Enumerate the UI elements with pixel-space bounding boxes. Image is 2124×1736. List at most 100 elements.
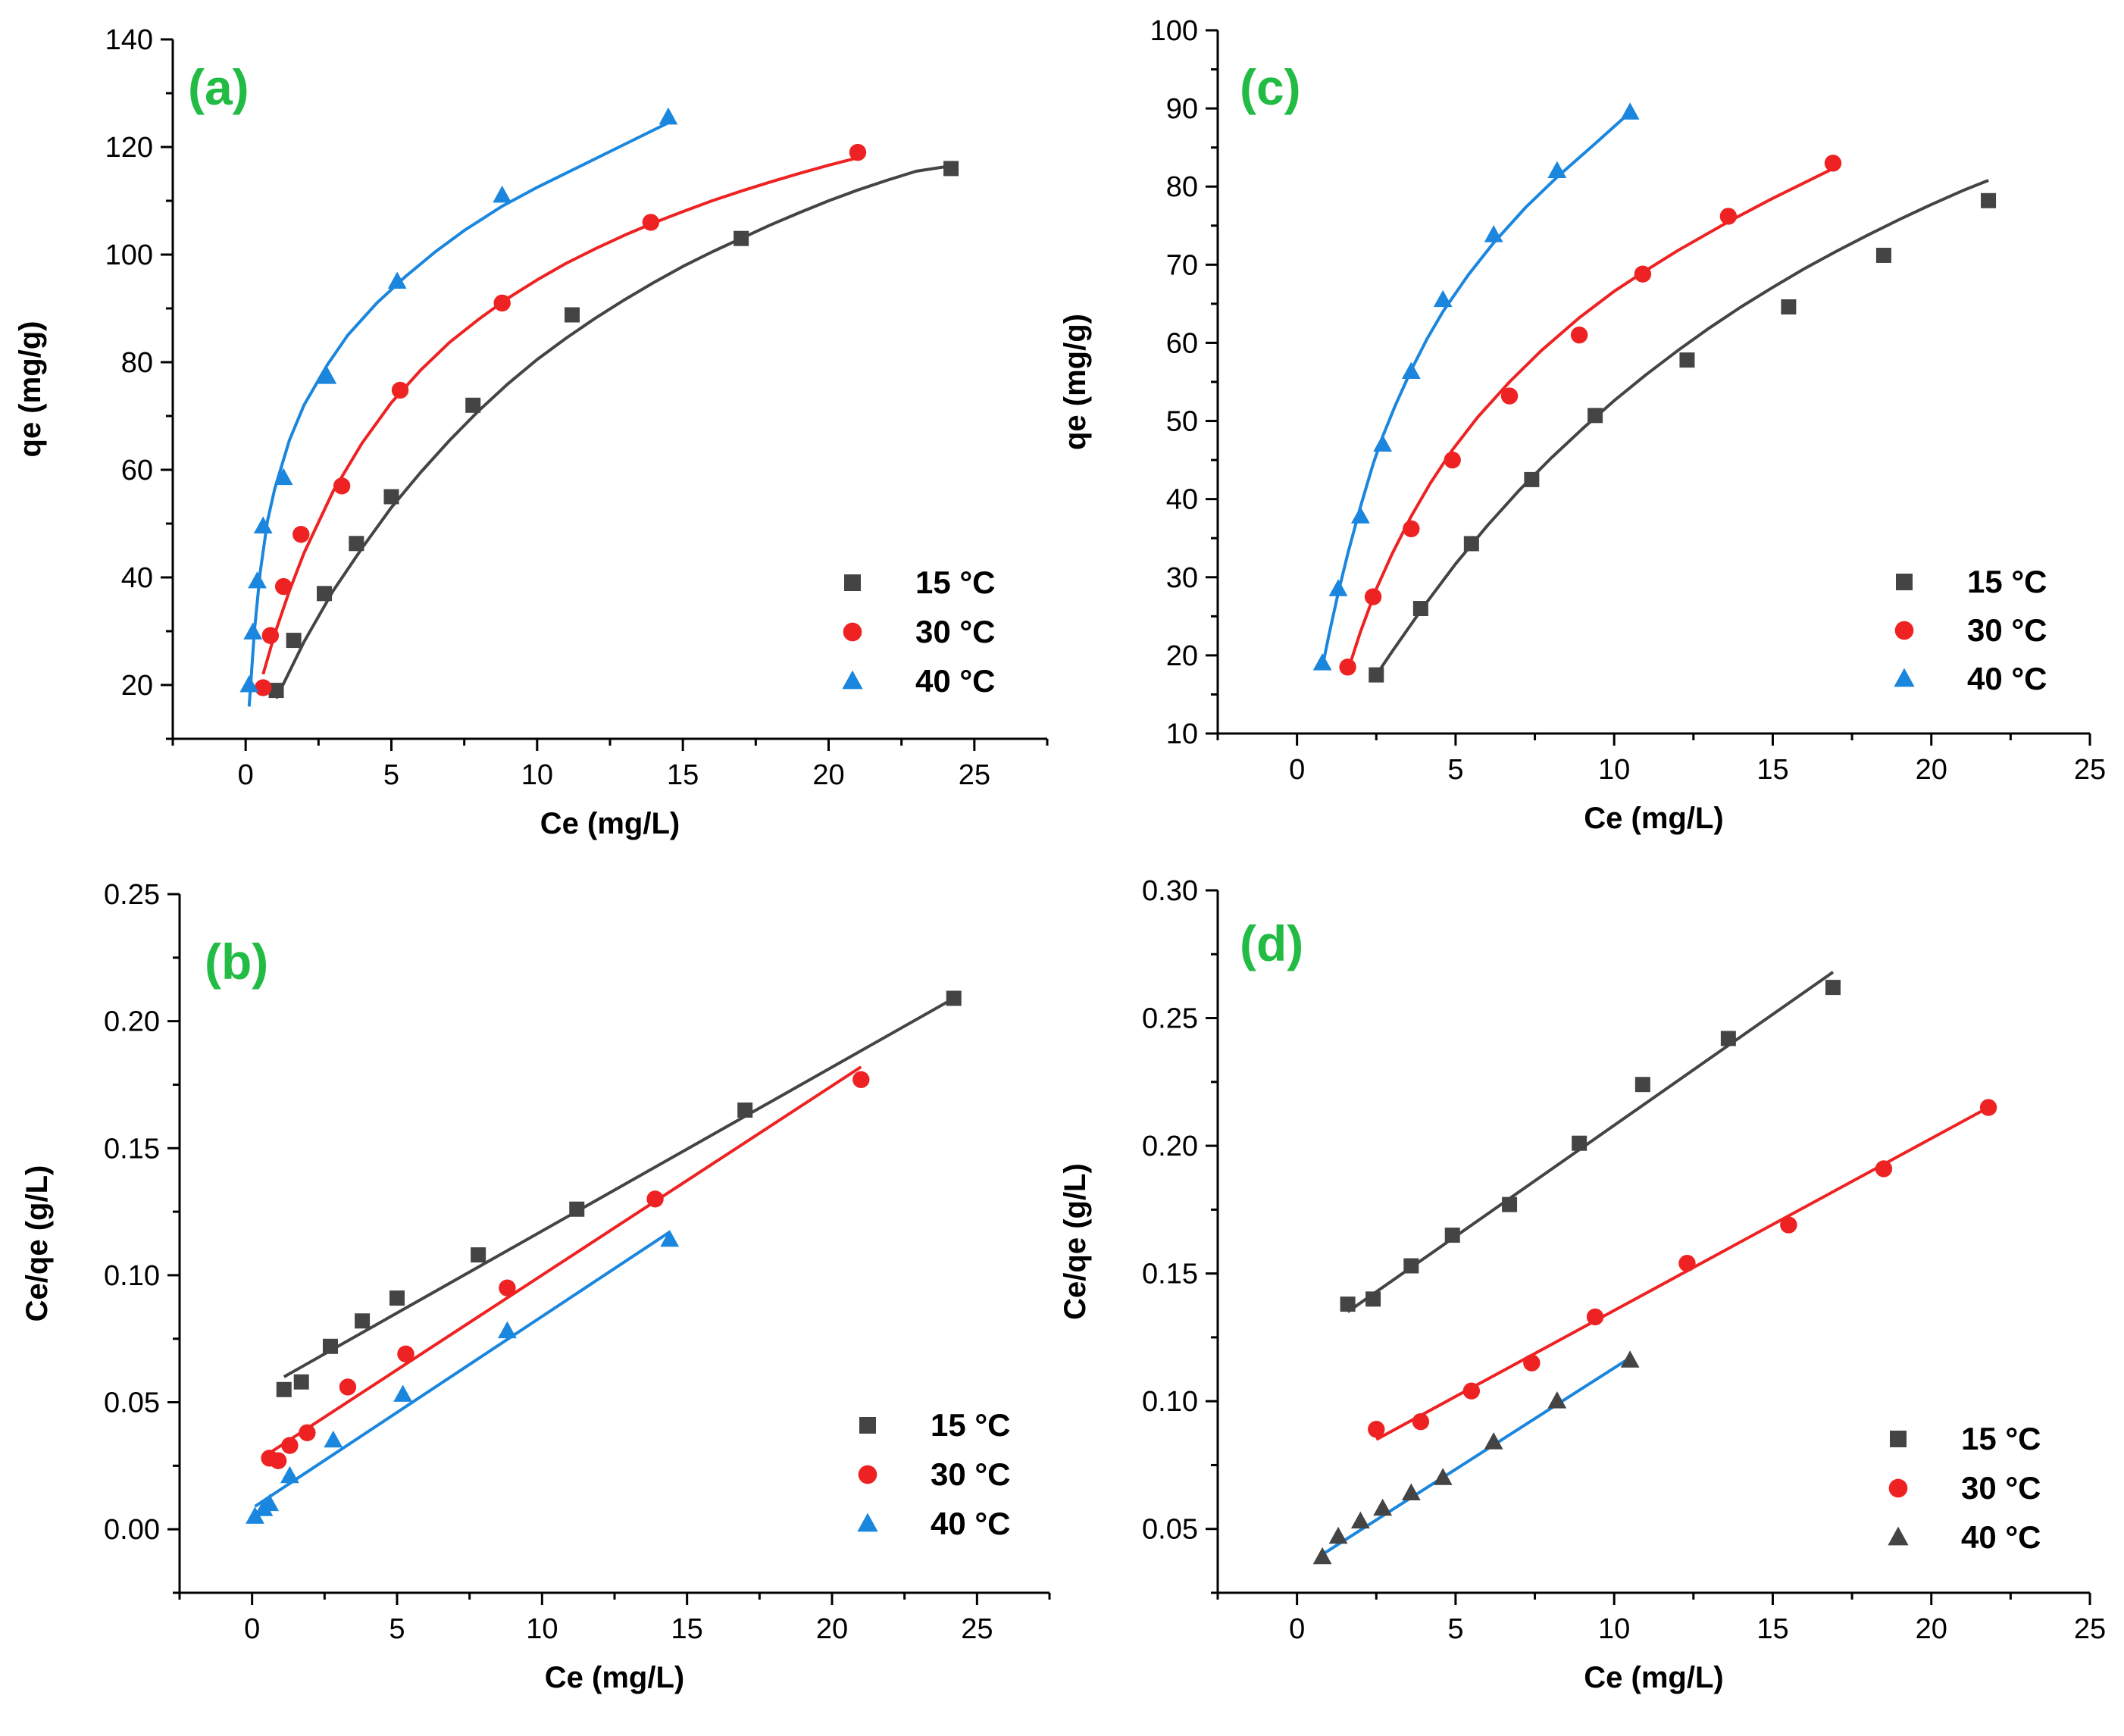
data-point [642,214,660,231]
legend-label: 15 °C [1967,564,2047,599]
x-tick-label: 15 [1756,1613,1788,1645]
fit-line-30c [268,1065,862,1455]
data-point [1365,1291,1381,1307]
data-point [269,1452,287,1469]
data-point [1412,601,1428,617]
y-tick-label: 0.15 [1142,1259,1198,1290]
x-tick-label: 10 [1598,1613,1630,1645]
data-point [1620,1350,1640,1368]
fit-line-40c [247,121,669,707]
y-tick-label: 50 [1166,406,1198,438]
y-tick-label: 120 [105,132,153,164]
y-tick-label: 0.20 [104,1006,160,1038]
fit-line-15c [274,164,952,699]
data-point [260,1494,280,1512]
data-point [1373,1498,1393,1516]
data-point [471,1247,486,1263]
data-point [569,1201,585,1217]
data-point [658,107,678,125]
x-tick-label: 5 [1447,1613,1463,1645]
y-tick-label: 80 [1166,171,1198,203]
legend-marker [1888,1478,1908,1498]
data-point [498,1321,517,1339]
y-axis-title: qe (mg/g) [14,321,47,458]
legend-label: 15 °C [915,565,996,600]
data-point [1350,506,1370,524]
x-tick-label: 5 [383,759,399,791]
data-point [239,674,259,693]
data-point [391,381,409,399]
data-point [281,1437,299,1454]
data-point [493,294,511,312]
data-point [1369,667,1384,683]
series-40c [1312,1350,1640,1565]
series-40c [246,1229,680,1524]
data-point [1364,588,1382,605]
y-tick-label: 100 [1150,15,1198,47]
data-point [280,1465,299,1484]
y-tick-label: 100 [105,239,153,271]
legend-marker [1894,621,1914,640]
y-tick-label: 70 [1166,249,1198,281]
data-point [1373,434,1393,452]
data-point [286,633,302,649]
x-axis-title: Ce (mg/L) [545,1661,684,1694]
legend-marker [857,1512,878,1532]
y-tick-label: 20 [121,670,153,702]
x-tick-label: 0 [1289,754,1305,786]
x-tick-label: 25 [959,759,990,791]
chart-panel-d: 0 5 10 15 20 25 0.05 0.10 0.15 0.20 0.25 0.30 Ce (mg… [1059,875,2106,1694]
data-point [253,516,273,533]
data-point [1679,352,1695,368]
data-point [1524,471,1540,487]
data-point [393,1384,413,1402]
data-point [318,367,337,384]
data-point [387,271,407,289]
data-point [1547,161,1567,179]
fit-line-40c [1322,1356,1631,1556]
y-tick-label: 40 [1166,484,1198,516]
series-30c [255,143,867,696]
x-tick-label: 5 [1447,754,1463,786]
data-point [1462,1382,1481,1400]
data-point [248,571,267,589]
y-axis-title: qe (mg/g) [1059,314,1092,450]
legend-label: 30 °C [1961,1470,2041,1506]
x-tick-label: 0 [244,1613,260,1645]
data-point [1484,225,1503,242]
data-point [274,577,292,596]
data-point [1502,1196,1518,1212]
y-tick-label: 0.05 [1142,1514,1198,1546]
y-tick-label: 90 [1166,93,1198,125]
chart-panel-b: 0 5 10 15 20 25 0.00 0.05 0.10 0.15 0.20 0.25 Ce (mg… [20,879,1051,1694]
legend-marker [1888,1526,1909,1546]
data-point [1720,1031,1736,1046]
x-axis-title: Ce (mg/L) [1584,802,1723,835]
y-tick-label: 60 [121,455,153,486]
x-axis-title: Ce (mg/L) [1584,1661,1723,1694]
series-40c [1312,102,1640,671]
data-point [317,586,333,602]
data-point [1368,1421,1385,1438]
data-point [1719,208,1738,225]
data-point [1340,1297,1356,1312]
data-point [1547,1391,1567,1409]
y-tick-label: 0.10 [104,1260,160,1292]
data-point [397,1345,414,1363]
series-15c [1340,980,1841,1312]
x-tick-label: 20 [1916,1613,1947,1645]
legend-marker [844,574,861,591]
legend-label: 30 °C [915,614,996,649]
data-point [1780,1216,1797,1234]
data-point [1350,1511,1370,1529]
data-point [646,1190,664,1208]
data-point [268,683,284,699]
data-point [1570,326,1588,344]
data-point [1588,408,1603,424]
data-point [299,1424,316,1441]
y-tick-label: 140 [105,24,153,56]
y-tick-label: 0.20 [1142,1131,1198,1162]
x-tick-label: 20 [816,1613,848,1645]
data-point [293,1374,309,1390]
